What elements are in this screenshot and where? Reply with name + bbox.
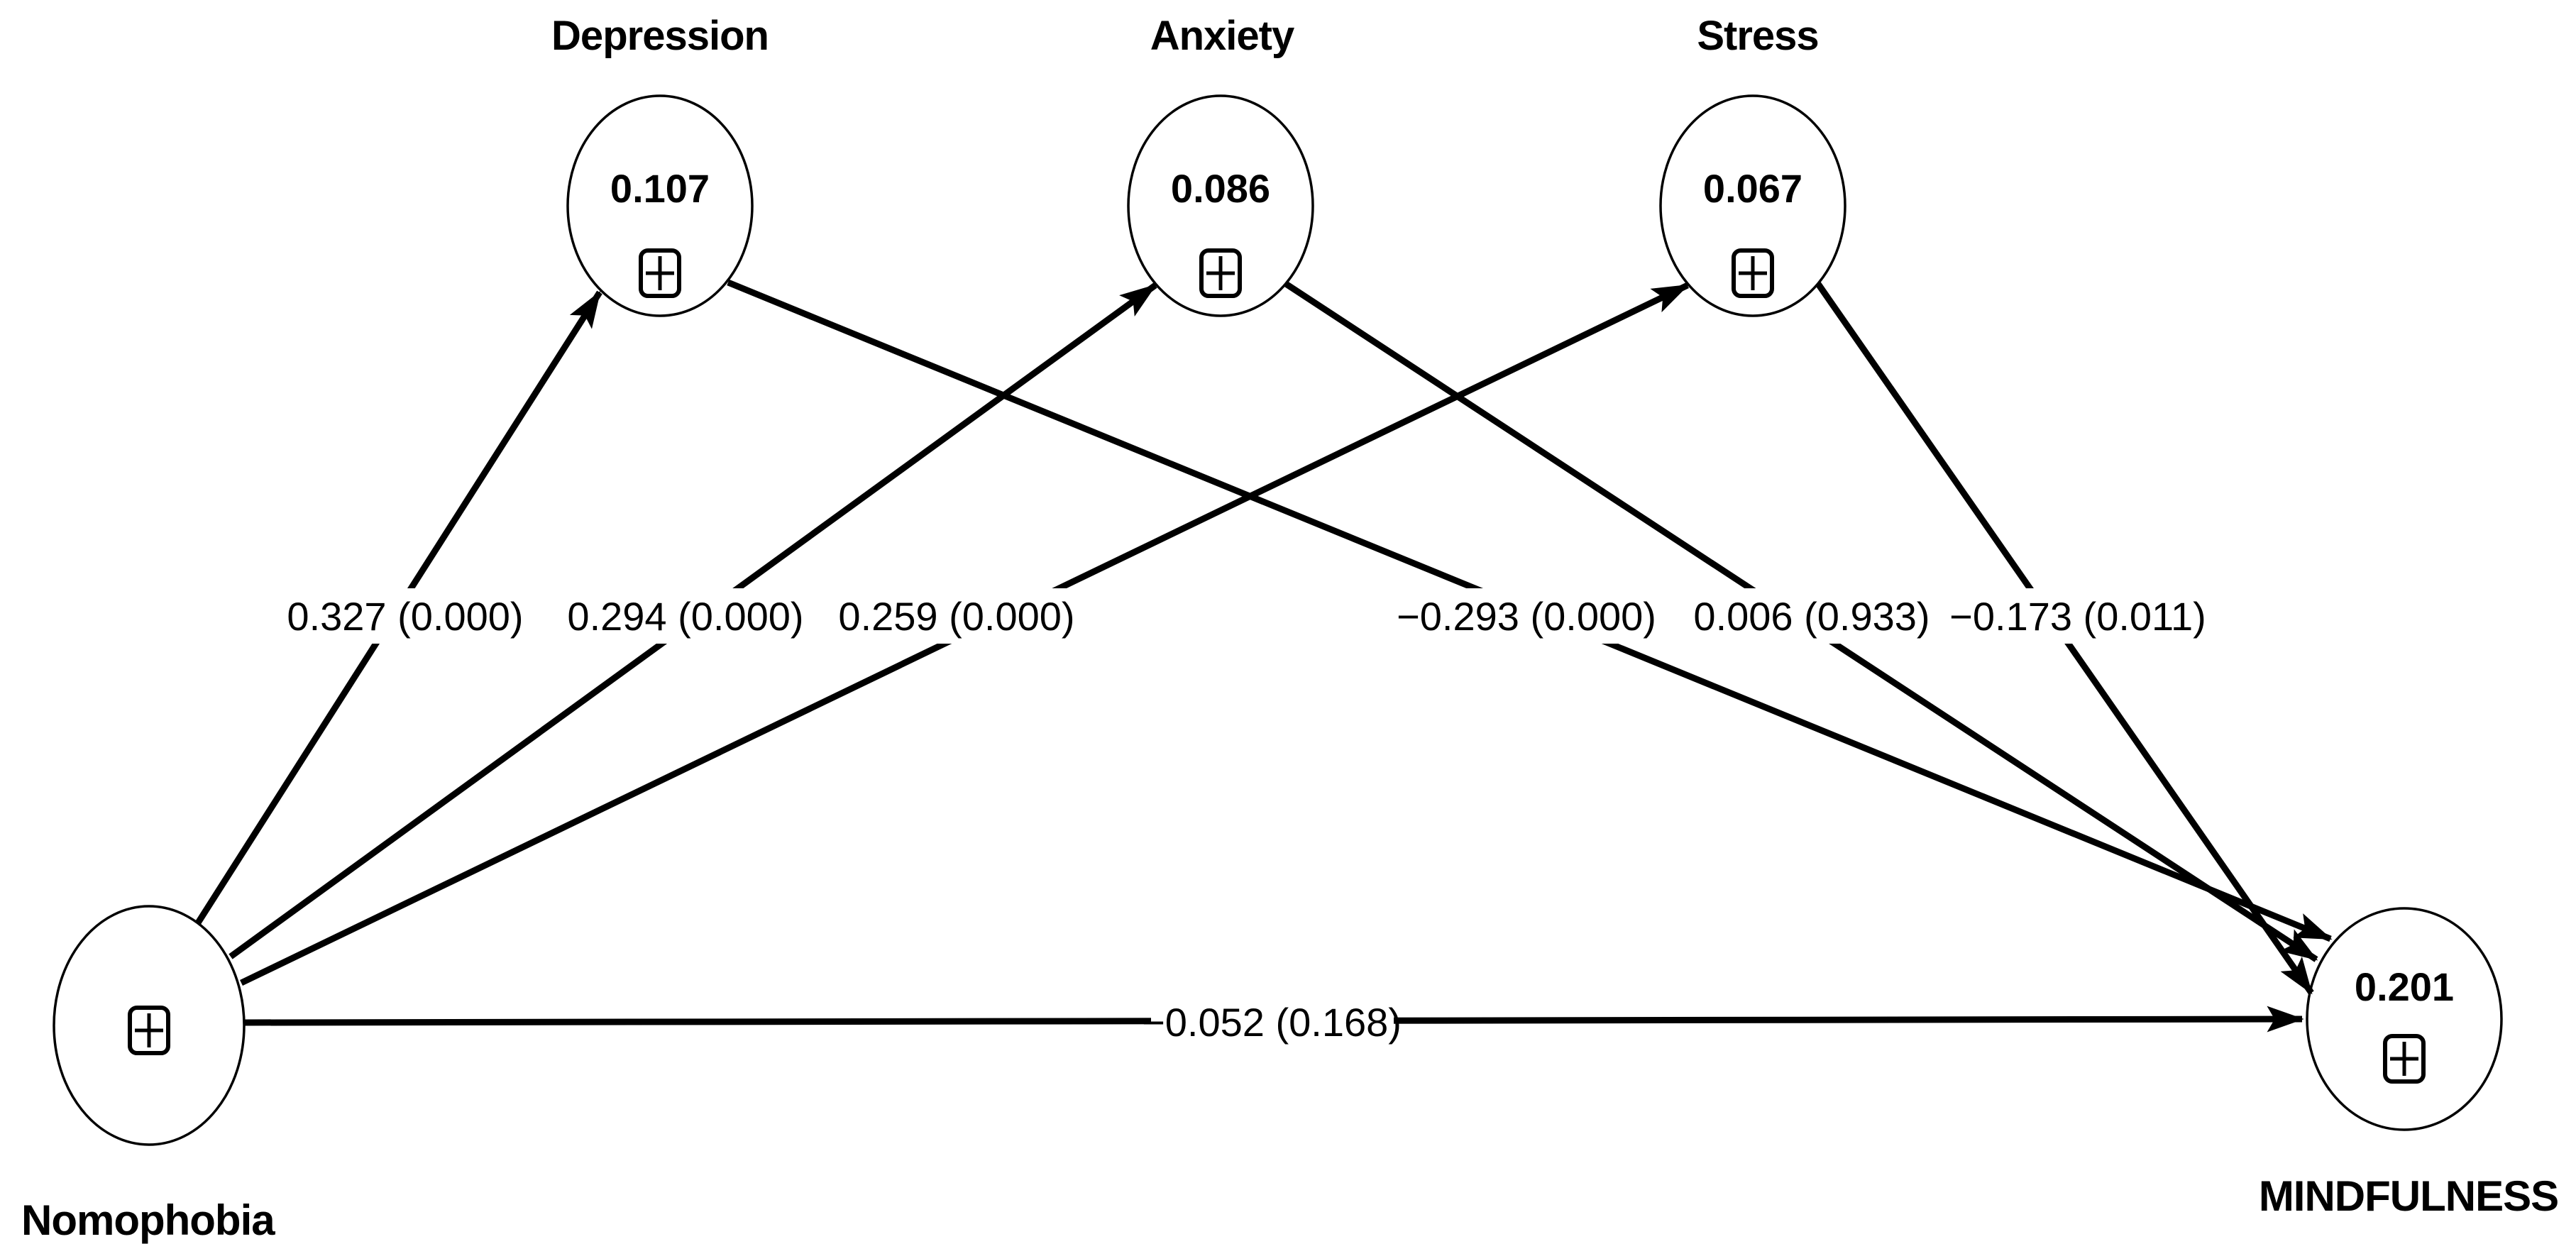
edge-label-bg — [1151, 993, 1394, 1050]
r-squared-anxiety: 0.086 — [1171, 166, 1270, 211]
node-depression[interactable] — [566, 94, 754, 317]
edge-label-bg — [292, 588, 519, 644]
edge-label-nomophobia-depression: 0.327 (0.000) — [287, 594, 523, 639]
edge-label-nomophobia-mindfulness: −0.052 (0.168) — [1142, 1000, 1402, 1045]
edges — [194, 279, 2333, 1033]
expand-icon[interactable] — [2383, 1034, 2426, 1084]
expand-icon[interactable] — [128, 1006, 170, 1055]
node-title-anxiety: Anxiety — [1150, 13, 1294, 59]
r-squared-mindfulness: 0.201 — [2355, 964, 2454, 1009]
edge-label-bg — [572, 588, 799, 644]
expand-icon[interactable] — [1732, 248, 1774, 298]
node-anxiety[interactable] — [1127, 94, 1314, 317]
nodes — [53, 94, 2503, 1146]
edge-label-stress-mindfulness: −0.173 (0.011) — [1949, 594, 2206, 639]
edge-label-depression-mindfulness: −0.293 (0.000) — [1397, 594, 1656, 639]
node-mindfulness[interactable] — [2306, 907, 2503, 1131]
edge-label-bg — [1402, 588, 1651, 644]
node-stress[interactable] — [1659, 94, 1846, 317]
node-title-mindfulness: MINDFULNESS — [2259, 1172, 2558, 1220]
edge-labels: 0.327 (0.000) 0.294 (0.000) 0.259 (0.000… — [287, 588, 2206, 1050]
edge-label-nomophobia-stress: 0.259 (0.000) — [838, 594, 1074, 639]
node-title-nomophobia: Nomophobia — [21, 1196, 275, 1244]
r-squared-stress: 0.067 — [1703, 166, 1802, 211]
edge-label-bg — [1957, 588, 2200, 644]
r-squared-depression: 0.107 — [610, 166, 710, 211]
node-titles: Depression Anxiety Stress Nomophobia MIN… — [21, 13, 2559, 1244]
edge-label-anxiety-mindfulness: 0.006 (0.933) — [1693, 594, 1930, 639]
node-title-stress: Stress — [1697, 13, 1818, 59]
expand-icon[interactable] — [1199, 248, 1242, 298]
node-title-depression: Depression — [551, 13, 769, 59]
expand-icon[interactable] — [639, 248, 681, 298]
edge-label-nomophobia-anxiety: 0.294 (0.000) — [567, 594, 803, 639]
edge-label-bg — [843, 588, 1070, 644]
edge-label-bg — [1702, 588, 1923, 644]
node-internals: 0.107 0.086 0.067 0.201 — [128, 166, 2454, 1084]
